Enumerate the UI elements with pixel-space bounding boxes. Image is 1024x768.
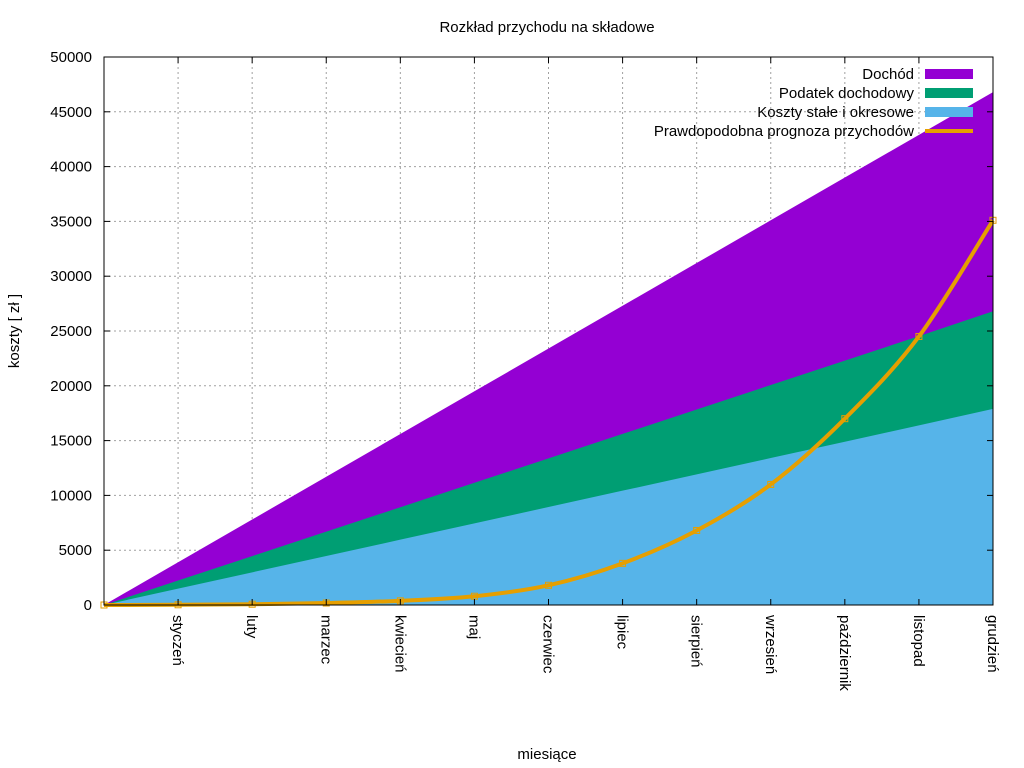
x-tick-label: kwiecień	[391, 615, 408, 673]
y-tick-label: 40000	[50, 159, 92, 176]
legend-swatch	[925, 69, 973, 79]
legend-label: Dochód	[862, 66, 914, 83]
legend-label: Koszty stałe i okresowe	[757, 104, 914, 121]
y-tick-label: 20000	[50, 378, 92, 395]
x-axis: styczeń luty marzec kwiecień maj czerwiec lipi…	[169, 57, 1001, 691]
x-tick-label: sierpień	[688, 615, 705, 668]
y-axis: 0 5000 10000 15000 20000 25000 30000 35000 40000…	[50, 49, 993, 614]
x-tick-label: październik	[836, 615, 853, 691]
y-tick-label: 50000	[50, 49, 92, 66]
legend-label: Prawdopodobna prognoza przychodów	[654, 123, 914, 140]
y-tick-label: 25000	[50, 323, 92, 340]
forecast-point	[915, 332, 923, 340]
y-tick-label: 45000	[50, 104, 92, 121]
y-tick-label: 10000	[50, 487, 92, 504]
y-tick-label: 30000	[50, 268, 92, 285]
y-tick-label: 15000	[50, 433, 92, 450]
x-tick-label: luty	[243, 615, 260, 639]
chart-title: Rozkład przychodu na składowe	[439, 19, 654, 36]
y-axis-label: koszty [ zł ]	[6, 294, 23, 368]
x-tick-label: marzec	[317, 615, 334, 665]
legend-swatch	[925, 88, 973, 98]
x-tick-label: grudzień	[984, 615, 1001, 673]
legend-label: Podatek dochodowy	[779, 85, 915, 102]
x-tick-label: listopad	[910, 615, 927, 667]
x-tick-label: lipiec	[614, 615, 631, 650]
legend-swatch	[925, 107, 973, 117]
y-tick-label: 35000	[50, 213, 92, 230]
x-tick-label: wrzesień	[762, 614, 779, 674]
area-series	[104, 92, 993, 605]
y-tick-label: 0	[84, 597, 92, 614]
legend: Dochód Podatek dochodowy Koszty stałe i ok…	[654, 66, 973, 140]
x-axis-label: miesiące	[517, 746, 576, 763]
forecast-point	[619, 559, 627, 567]
forecast-point	[841, 415, 849, 423]
forecast-point	[693, 526, 701, 534]
x-tick-label: styczeń	[169, 615, 186, 666]
forecast-point	[767, 480, 775, 488]
x-tick-label: maj	[465, 615, 482, 639]
y-tick-label: 5000	[59, 542, 92, 559]
forecast-point	[545, 581, 552, 589]
area-koszty-stałe-i-okresowe	[104, 408, 993, 605]
x-tick-label: czerwiec	[540, 615, 557, 674]
